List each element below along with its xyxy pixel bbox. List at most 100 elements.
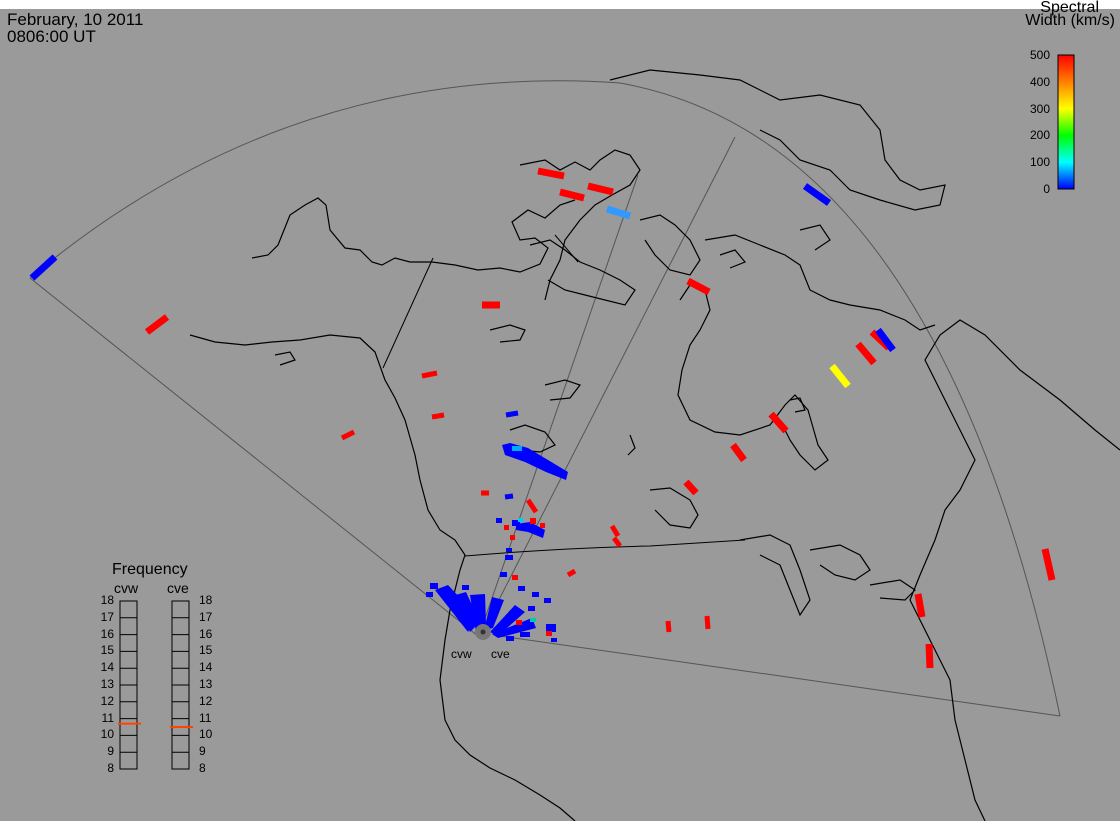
echo-cell bbox=[525, 498, 539, 514]
echo-fan bbox=[470, 594, 486, 632]
fov-outer-arc bbox=[29, 80, 1061, 717]
echo-cell bbox=[704, 615, 711, 630]
echo-cell bbox=[516, 620, 522, 625]
field-of-view bbox=[29, 80, 1061, 717]
colorbar bbox=[1057, 54, 1075, 190]
frequency-title: Frequency bbox=[112, 561, 188, 578]
frequency-level-left: 18 bbox=[100, 593, 114, 607]
frequency-level-right: 13 bbox=[199, 677, 213, 691]
frequency-level-left: 13 bbox=[100, 677, 114, 691]
echo-cell bbox=[512, 575, 518, 580]
echo-cell bbox=[546, 624, 556, 632]
colorbar-tick-label: 200 bbox=[1029, 128, 1050, 143]
boundary-arctic bbox=[554, 234, 579, 263]
frequency-gridlines bbox=[120, 617, 189, 753]
frequency-level-left: 16 bbox=[100, 626, 114, 641]
echo-band bbox=[502, 443, 568, 480]
echo-cell bbox=[530, 518, 536, 524]
echo-cell bbox=[587, 182, 614, 196]
echo-cell bbox=[532, 592, 539, 597]
colorbar-tick-label: 400 bbox=[1029, 74, 1050, 89]
fov-west-edge bbox=[29, 277, 479, 637]
echo-cell bbox=[426, 592, 433, 597]
echo-cell bbox=[605, 205, 632, 220]
echo-cell bbox=[430, 583, 438, 589]
frequency-level-left: 17 bbox=[100, 609, 114, 624]
echo-cell bbox=[925, 643, 934, 669]
echo-cell bbox=[340, 429, 356, 441]
frequency-col-cvw: cvw bbox=[114, 580, 139, 596]
echo-cell bbox=[496, 518, 502, 523]
frequency-level-left: 11 bbox=[101, 710, 114, 725]
echo-band bbox=[516, 522, 545, 538]
echo-cell bbox=[768, 411, 789, 434]
frequency-level-left: 10 bbox=[100, 727, 114, 742]
frequency-level-right: 16 bbox=[199, 626, 213, 641]
colorbar-scale bbox=[1057, 54, 1075, 190]
echo-cell bbox=[914, 593, 926, 618]
echo-cell bbox=[665, 620, 672, 633]
echo-cell bbox=[802, 183, 832, 206]
station-label-cve: cve bbox=[491, 647, 510, 661]
echo-cell bbox=[544, 598, 551, 603]
frequency-level-right: 10 bbox=[199, 727, 213, 742]
echo-cell bbox=[551, 638, 557, 642]
frequency-panel-boxes bbox=[119, 600, 190, 770]
echo-cell bbox=[1041, 548, 1056, 581]
echo-cell bbox=[504, 493, 514, 500]
echo-cell bbox=[421, 370, 438, 379]
echo-cell bbox=[566, 568, 577, 578]
echo-cell bbox=[512, 520, 520, 526]
echo-cluster-main bbox=[426, 443, 568, 642]
frequency-level-right: 11 bbox=[199, 710, 212, 725]
colorbar-title-line2: Width (km/s) bbox=[1025, 12, 1115, 29]
echo-cell bbox=[559, 188, 585, 202]
echo-cells-medium bbox=[340, 370, 711, 633]
echo-cell bbox=[520, 632, 530, 637]
echo-fan bbox=[484, 597, 504, 630]
echo-cell bbox=[431, 412, 445, 420]
colorbar-tick-label: 300 bbox=[1029, 101, 1050, 116]
top-border bbox=[0, 0, 1120, 9]
echo-cell bbox=[546, 631, 552, 636]
echo-cell bbox=[540, 523, 545, 528]
echo-fan bbox=[492, 618, 536, 638]
echo-cell bbox=[500, 572, 507, 577]
frequency-level-left: 15 bbox=[100, 643, 114, 658]
echo-cell bbox=[829, 363, 851, 389]
echo-cell bbox=[29, 254, 58, 281]
echo-cell bbox=[528, 606, 535, 611]
radar-echoes bbox=[29, 167, 1056, 669]
echo-fan bbox=[490, 605, 525, 636]
echo-cells-wide bbox=[29, 167, 1056, 669]
station-label-cvw: cvw bbox=[451, 647, 472, 661]
frequency-col-cve: cve bbox=[167, 580, 189, 596]
colorbar-tick-label: 0 bbox=[1043, 182, 1050, 196]
frequency-level-right: 18 bbox=[199, 593, 213, 607]
fov-east-edge bbox=[499, 635, 1061, 717]
frequency-level-left: 9 bbox=[107, 744, 114, 759]
echo-cell bbox=[510, 535, 515, 540]
frequency-level-right: 8 bbox=[199, 761, 206, 775]
political-boundaries bbox=[382, 234, 746, 557]
time-label: 0806:00 UT bbox=[7, 27, 96, 46]
echo-cell bbox=[612, 536, 622, 548]
echo-cell bbox=[518, 518, 523, 522]
echo-cell bbox=[518, 586, 525, 591]
echo-cell bbox=[512, 446, 522, 451]
frequency-level-right: 9 bbox=[199, 744, 206, 759]
frequency-level-left: 14 bbox=[100, 660, 114, 675]
echo-cell bbox=[506, 548, 512, 552]
echo-fan bbox=[452, 592, 480, 632]
date-label: February, 10 2011 bbox=[7, 10, 144, 29]
frequency-level-left: 8 bbox=[107, 761, 114, 775]
radar-site-dot bbox=[480, 629, 486, 635]
fov-inner-line-2 bbox=[481, 136, 736, 634]
echo-cell bbox=[855, 341, 877, 366]
echo-cell bbox=[505, 410, 519, 418]
colorbar-tick-label: 500 bbox=[1029, 48, 1050, 62]
fov-inner-line-1 bbox=[479, 174, 639, 634]
frequency-level-right: 14 bbox=[199, 660, 213, 675]
frequency-level-right: 12 bbox=[199, 693, 213, 708]
